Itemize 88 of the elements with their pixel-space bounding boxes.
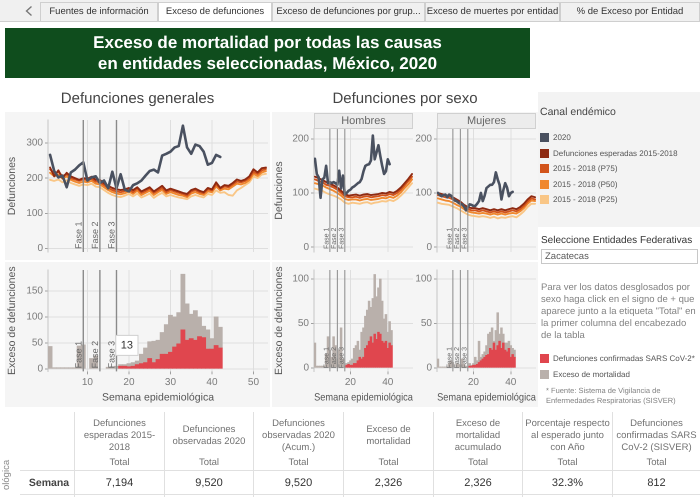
y-tick-label: 100 — [292, 274, 310, 285]
x-tick-label: 40 — [206, 377, 218, 388]
legend-title: Canal endémico — [540, 106, 616, 118]
y-tick-label: 0 — [426, 362, 432, 374]
x-tick-label: 40 — [505, 377, 517, 388]
ref-line-label: Fase 1 — [73, 340, 84, 368]
y-tick-label: 150 — [26, 286, 44, 297]
text: Para ver los datos desglosados por sexo haga click en el signo de + que aparece junto a la etiqueta "Total" en la primer columna del encabezado de la tabla — [541, 282, 697, 343]
legend-label: Defunciones esperadas 2015-2018 — [553, 148, 678, 158]
text: Total — [557, 457, 578, 468]
y-tick-label: 50 — [298, 318, 310, 330]
x-tick-label: 10 — [82, 377, 94, 388]
ref-line-label: Fase 3 — [106, 340, 116, 368]
ref-line-label: Fase 3 — [106, 221, 116, 249]
y-tick-label: 0 — [303, 362, 310, 374]
text: Exceso de mortalidad acumulado — [454, 418, 502, 454]
x-tick-label: 20 — [468, 377, 480, 388]
text: Total — [468, 457, 488, 468]
text: Defunciones esperadas 2015-2018 — [82, 418, 156, 454]
annotation: 13 — [120, 339, 133, 352]
text: Defunciones observadas 2020 — [172, 424, 246, 448]
tab: Exceso de defunciones por grup... — [272, 2, 425, 22]
y-tick-label: 50 — [32, 338, 44, 349]
text: Porcentaje respecto al esperado junto con Año — [524, 418, 611, 454]
y-tick-label: 100 — [26, 312, 44, 323]
y-tick-label: 200 — [26, 172, 44, 184]
y-axis-title: Exceso de defunciones — [6, 266, 18, 375]
x-tick-label: 40 — [382, 377, 394, 388]
text: Exceso de mortalidad por todas las causas en entidades seleccionadas, México, 2020 — [92, 32, 443, 74]
text: 32.3% — [552, 477, 584, 489]
text: Exceso de mortalidad — [365, 424, 412, 448]
y-tick-label: 100 — [415, 188, 432, 199]
text: Semana — [28, 477, 70, 489]
y-tick-label: 300 — [26, 138, 44, 149]
legend-label: 2015 - 2018 (P75) — [553, 164, 618, 174]
y-axis-title: Exceso de defunciones — [273, 266, 286, 375]
tab: Exceso de defunciones — [158, 2, 272, 22]
source-note: Fuentes de información — [49, 6, 149, 17]
chart-subtitle: Mujeres — [466, 115, 507, 128]
legend-label: Exceso de mortalidad — [553, 370, 630, 379]
legend-label: 2015 - 2018 (P25) — [553, 195, 618, 204]
text: Total — [378, 457, 399, 468]
chart-subtitle: Hombres — [341, 115, 386, 128]
y-tick-label: 0 — [303, 242, 310, 253]
text: Total — [109, 457, 130, 468]
x-tick-label: 30 — [164, 377, 176, 388]
text: 7,194 — [106, 477, 134, 489]
y-tick-label: 100 — [415, 274, 432, 285]
ref-line-label: Fase 2 — [90, 340, 100, 368]
y-axis-title: Defunciones — [6, 156, 18, 216]
tab: % de Exceso por Entidad — [560, 2, 700, 22]
text: Total — [646, 457, 667, 468]
legend-label: Defunciones confirmadas SARS CoV-2* — [553, 354, 695, 364]
y-tick-label: 50 — [420, 318, 432, 330]
chart-title: Defunciones generales — [60, 90, 214, 107]
legend-label: 2020 — [553, 133, 571, 142]
text: 9,520 — [195, 477, 223, 489]
y-tick-label: 200 — [292, 134, 310, 145]
chart-title: Defunciones por sexo — [332, 90, 478, 107]
tab: Exceso de muertes por entidad — [425, 2, 560, 22]
y-tick-label: 0 — [426, 242, 432, 253]
dropdown-field: Zacatecas — [541, 249, 698, 264]
tab: Fuentes de información — [40, 2, 158, 22]
y-tick-label: 100 — [292, 188, 310, 199]
x-tick-label: 20 — [123, 377, 135, 388]
text: 812 — [647, 477, 666, 489]
x-axis-title: Semana epidemiológica — [437, 392, 536, 404]
text: Total — [288, 457, 309, 468]
y-tick-label: 100 — [26, 208, 44, 220]
y-axis-title: Defunciones — [273, 161, 286, 220]
y-tick-label: 200 — [415, 134, 432, 145]
text: Defunciones confirmadas SARS CoV-2 (SISVER) — [615, 418, 698, 454]
ref-line-label: Fase 1 — [73, 221, 84, 249]
text: Total — [198, 457, 220, 468]
text: ológica — [1, 458, 13, 490]
x-axis-title: Semana epidemiológica — [314, 392, 414, 404]
text: 9,520 — [284, 477, 312, 489]
x-axis-title: Semana epidemiológica — [102, 392, 214, 404]
y-tick-label: 0 — [37, 243, 44, 254]
text: 2,326 — [374, 477, 402, 489]
text: Defunciones observadas 2020 (Acum.) — [261, 418, 336, 454]
x-tick-label: 20 — [344, 377, 356, 388]
legend-label: 2015 - 2018 (P50) — [553, 180, 618, 189]
y-tick-label: 0 — [37, 364, 44, 375]
text: Seleccione Entidades Federativas — [541, 235, 692, 246]
x-tick-label: 50 — [248, 377, 260, 388]
text: 2,326 — [464, 477, 492, 489]
ref-line-label: Fase 2 — [90, 221, 100, 249]
